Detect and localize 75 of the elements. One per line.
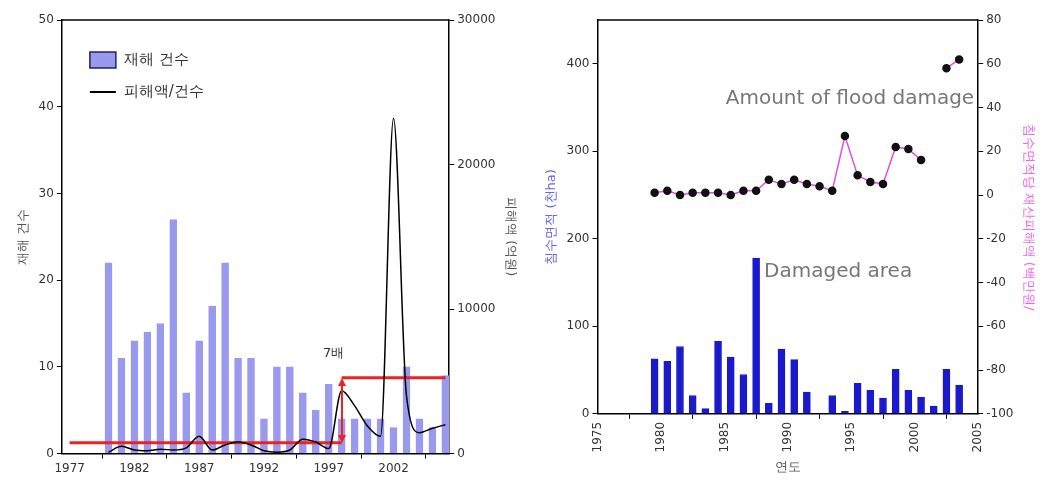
y2-axis-title: 침수면적당 재산피해액 (백만원/ — [1021, 123, 1037, 311]
bar — [273, 366, 281, 454]
bar — [676, 346, 684, 414]
y-tick-label: 50 — [38, 12, 54, 27]
x-tick-label: 1982 — [119, 460, 150, 475]
x-tick-label: 1990 — [779, 421, 794, 453]
bar — [156, 323, 165, 454]
legend-label: 재해 건수 — [123, 49, 189, 68]
y2-tick-label: 0 — [986, 187, 994, 202]
y2-tick-label: -60 — [986, 318, 1006, 333]
y-tick-label: 300 — [566, 143, 590, 158]
x-tick-label: 1980 — [653, 421, 668, 453]
bar — [891, 368, 900, 414]
y-tick-label: 400 — [566, 55, 590, 70]
bar — [714, 340, 722, 414]
y2-tick-label: 10000 — [457, 301, 496, 316]
bar — [917, 396, 925, 414]
y2-tick-label: 80 — [986, 12, 1002, 27]
y-tick-label: 30 — [38, 185, 54, 200]
y2-tick-label: 60 — [986, 55, 1002, 70]
bar — [299, 392, 307, 454]
x-tick-label: 2000 — [906, 421, 921, 453]
y2-tick-label: 20 — [986, 143, 1002, 158]
y-tick-label: 20 — [38, 272, 54, 287]
y2-tick-label: -80 — [986, 362, 1006, 377]
bar — [208, 305, 216, 454]
x-tick-label: 1977 — [54, 460, 85, 475]
y2-tick-label: -20 — [986, 230, 1006, 245]
bar — [803, 391, 811, 414]
y2-tick-label: -100 — [986, 405, 1014, 420]
bar — [195, 340, 204, 454]
x-tick-label: 2002 — [378, 460, 409, 475]
bar — [182, 392, 191, 454]
y2-tick-label: 20000 — [457, 156, 496, 171]
bar — [866, 389, 875, 414]
x-tick-label: 1985 — [716, 421, 731, 453]
x-tick-label: 1995 — [843, 421, 858, 453]
bar — [234, 357, 242, 454]
y-tick-label: 100 — [566, 318, 590, 333]
y-tick-label: 0 — [46, 445, 54, 460]
y-axis-title: 침수면적 (천ha) — [543, 169, 559, 265]
y2-tick-label: 30000 — [457, 12, 496, 27]
bar — [324, 383, 333, 454]
bar — [790, 359, 799, 414]
annotation: 7배 — [323, 345, 345, 361]
bar — [688, 395, 697, 414]
x-tick-label: 1992 — [248, 460, 280, 475]
y-tick-label: 200 — [566, 230, 590, 245]
series-label: Amount of flood damage — [725, 84, 975, 109]
x-tick-label: 1975 — [589, 421, 604, 453]
series-label: Damaged area — [764, 258, 913, 283]
bar — [169, 219, 178, 454]
y2-tick-label: 0 — [457, 445, 465, 460]
y-axis-title: 재해 건수 — [15, 208, 31, 265]
bar — [221, 262, 229, 454]
x-tick-label: 2005 — [970, 421, 985, 453]
x-tick-label: 1987 — [183, 460, 215, 475]
y2-tick-label: 40 — [986, 99, 1002, 114]
bar — [752, 257, 760, 414]
y-tick-label: 40 — [38, 98, 54, 113]
y2-tick-label: -40 — [986, 274, 1006, 289]
bar — [726, 356, 735, 414]
x-axis-title: 연도 — [774, 458, 801, 474]
bar — [663, 361, 672, 414]
bar — [311, 409, 320, 454]
y-tick-label: 10 — [38, 359, 54, 374]
bar — [828, 395, 837, 414]
y-tick-label: 0 — [581, 405, 590, 420]
bar — [879, 397, 887, 414]
bar — [247, 357, 255, 454]
y2-axis-title: 피해액 (억원) — [503, 197, 519, 277]
x-tick-label: 1997 — [313, 460, 345, 475]
legend-label: 피해액/건수 — [123, 81, 204, 100]
bar — [955, 384, 963, 414]
bar — [286, 366, 294, 454]
